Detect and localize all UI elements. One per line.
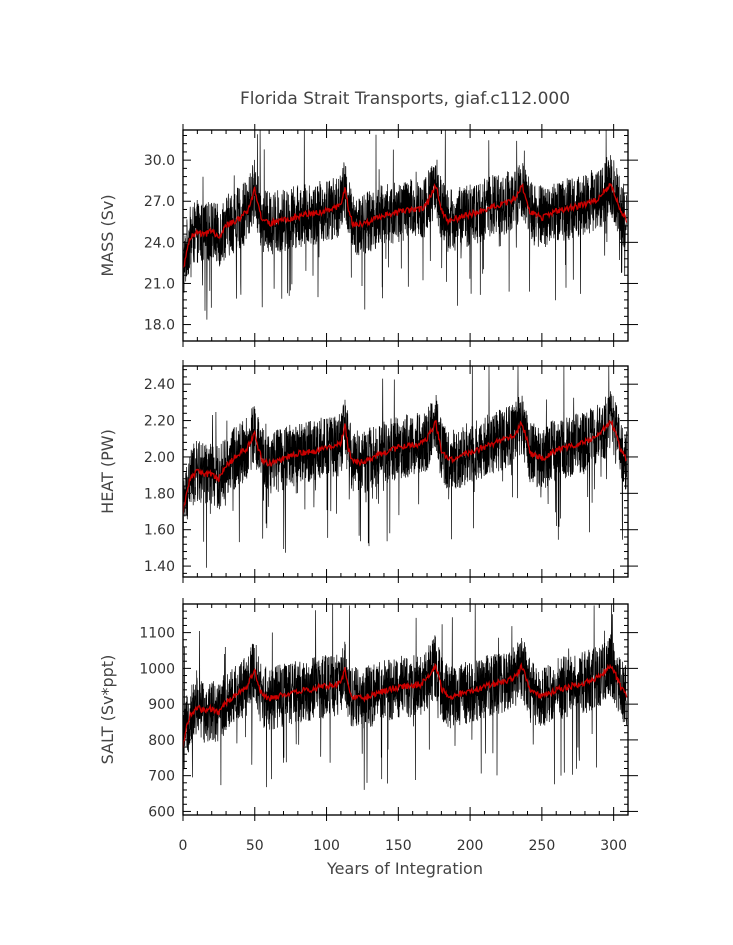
y-axis-label-heat: HEAT (PW) [98, 429, 117, 514]
smoothed-series-line-salt [183, 662, 628, 749]
y-tick-label: 1.80 [144, 486, 175, 502]
y-tick-label: 30.0 [144, 153, 175, 169]
plot-frame-mass [182, 129, 629, 342]
x-tick-label: 300 [600, 838, 627, 854]
x-tick-label: 200 [457, 838, 484, 854]
panel-heat: 1.40 1.60 1.80 2.00 2.20 2.40 HEAT (PW) [98, 360, 638, 583]
y-tick-label: 700 [148, 769, 175, 785]
chart-title: Florida Strait Transports, giaf.c112.000 [240, 89, 570, 109]
raw-series-line-mass [183, 130, 627, 320]
y-tick-label: 900 [148, 697, 175, 713]
y-tick-label: 1.60 [144, 523, 175, 539]
panel-mass: 18.0 21.0 24.0 27.0 30.0 MASS (Sv) [98, 124, 638, 347]
raw-series-line-heat [183, 366, 627, 577]
smoothed-series-line-mass [183, 182, 628, 269]
x-axis-label: Years of Integration [326, 859, 483, 878]
y-tick-label: 2.00 [144, 450, 175, 466]
plot-frame-overlay-salt [182, 603, 629, 816]
x-tick-label: 50 [246, 838, 264, 854]
y-tick-label: 1.40 [144, 559, 175, 575]
y-tick-label: 1100 [139, 626, 175, 642]
y-axis-label-mass: MASS (Sv) [98, 194, 117, 276]
panel-salt: 600 700 800 900 1000 1100 SALT (Sv*ppt) [98, 598, 638, 821]
y-tick-label: 21.0 [144, 276, 175, 292]
y-axis-label-salt: SALT (Sv*ppt) [98, 655, 117, 765]
y-tick-label: 24.0 [144, 235, 175, 251]
y-tick-label: 18.0 [144, 318, 175, 334]
raw-series-line-salt [183, 604, 627, 790]
y-tick-label: 2.20 [144, 414, 175, 430]
y-tick-label: 1000 [139, 661, 175, 677]
plot-frame-overlay-heat [182, 365, 629, 578]
y-tick-label: 27.0 [144, 194, 175, 210]
x-tick-label: 150 [385, 838, 412, 854]
smoothed-series-line-heat [183, 419, 628, 515]
x-tick-label: 100 [313, 838, 340, 854]
y-tick-label: 800 [148, 733, 175, 749]
x-tick-label: 0 [179, 838, 188, 854]
plot-frame-overlay-mass [182, 129, 629, 342]
y-tick-label: 600 [148, 804, 175, 820]
x-tick-label: 250 [529, 838, 556, 854]
y-tick-label: 2.40 [144, 377, 175, 393]
